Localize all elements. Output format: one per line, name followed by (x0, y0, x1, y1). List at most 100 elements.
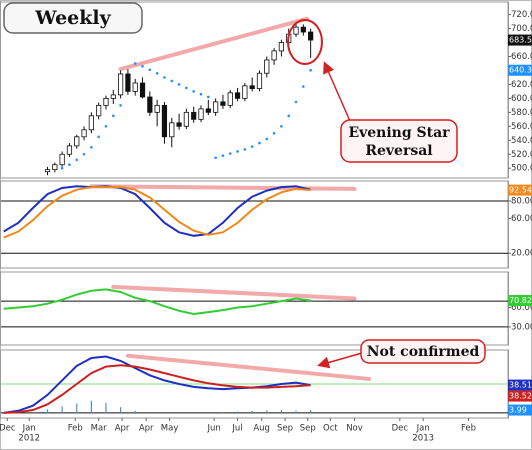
histogram-bar (266, 410, 268, 413)
value-tag-label: 38.51 (509, 381, 532, 390)
candle-body (139, 82, 146, 98)
sar-dot (155, 71, 159, 75)
candle-body (118, 73, 124, 96)
sar-dot (265, 137, 269, 141)
candle-body (213, 101, 219, 113)
callout-text: Not confirmed (367, 344, 480, 360)
sar-dot (214, 156, 217, 160)
x-tick-label: Jun (207, 424, 221, 434)
histogram-bar (280, 410, 283, 413)
callout-text: Evening Star (348, 125, 450, 141)
candle-body (183, 111, 189, 127)
indicator-line (3, 185, 311, 237)
y-tick-label: 700.00 (511, 24, 532, 34)
sar-dot (294, 100, 298, 104)
y-tick-label: 30.00 (511, 322, 532, 332)
candle-body (147, 96, 153, 113)
x-tick-label: Mar (91, 424, 108, 434)
x-tick-label: Jul (231, 424, 242, 434)
sar-dot (68, 163, 71, 167)
indicator-line (3, 364, 311, 414)
candle-body (242, 85, 248, 99)
candle-body (74, 136, 80, 147)
year-label: 2012 (18, 434, 40, 444)
indicator-line (3, 288, 311, 316)
value-tag (508, 390, 532, 402)
histogram-bar (90, 400, 92, 413)
histogram-bar (251, 410, 253, 413)
candle-body (234, 92, 241, 99)
value-tag (508, 295, 532, 307)
sar-dot (97, 135, 100, 139)
sar-dot (133, 62, 137, 65)
candle-body (110, 94, 116, 99)
candle-body (96, 104, 102, 117)
y-tick-label: 20.00 (511, 249, 532, 259)
candle-body (44, 169, 51, 173)
highlight-circle (287, 19, 323, 65)
x-tick-label: Apr (139, 424, 154, 434)
sar-dot (243, 148, 247, 151)
value-tag-label: 683.50 (509, 36, 532, 45)
histogram-bar (61, 406, 63, 413)
y-tick-label: 80.00 (511, 197, 532, 207)
trendline (89, 184, 357, 191)
value-tag-label: 640.31 (509, 66, 532, 75)
candle-body (66, 145, 73, 155)
candle-body (103, 97, 109, 106)
value-tag (508, 184, 532, 196)
histogram-bar (120, 407, 122, 413)
value-tag-label: 70.82 (509, 296, 532, 305)
x-tick-label: Oct (323, 424, 338, 434)
sar-dot (111, 114, 115, 118)
x-tick-label: Aug (253, 424, 270, 434)
candle-body (88, 115, 94, 131)
y-tick-label: 560.00 (511, 122, 532, 132)
candle-body (125, 73, 131, 92)
sar-dot (309, 68, 312, 72)
candle-body (300, 26, 306, 33)
candle-body (278, 42, 285, 52)
candle-body (205, 108, 211, 113)
y-tick-label: 580.00 (511, 108, 532, 118)
trendline (118, 16, 309, 72)
candle-body (169, 122, 175, 138)
title: Weekly (34, 7, 111, 29)
sar-dot (287, 114, 291, 118)
x-tick-label: Sep (277, 424, 293, 434)
candle-body (198, 108, 204, 120)
candle-body (176, 122, 182, 127)
x-tick-label: Sep (300, 424, 316, 434)
sar-dot (75, 158, 79, 162)
value-tag-label: 3.99 (509, 406, 527, 415)
candle-body (59, 153, 65, 166)
value-tag (508, 379, 532, 391)
histogram-bar (46, 409, 49, 413)
y-tick-label: 660.00 (511, 52, 532, 62)
y-tick-label: 60.00 (511, 214, 532, 224)
sar-dot (207, 95, 210, 99)
histogram-bar (105, 402, 107, 413)
histogram-bar (222, 412, 224, 413)
candle-body (308, 31, 314, 41)
sar-dot (280, 125, 283, 128)
x-tick-label: Dec (0, 424, 16, 434)
sar-dot (272, 132, 276, 135)
panel (0, 271, 509, 346)
x-tick-label: Apr (115, 424, 130, 434)
trendline (111, 284, 357, 301)
sar-dot (104, 125, 108, 128)
candle-body (293, 26, 299, 35)
sar-dot (192, 90, 195, 93)
y-tick-label: 60.00 (511, 303, 532, 313)
sar-dot (236, 150, 239, 153)
candle-body (132, 82, 138, 92)
sar-dot (141, 64, 144, 68)
histogram-bar (236, 411, 239, 413)
sar-dot (199, 92, 203, 96)
sar-dot (170, 79, 174, 83)
sar-dot (82, 152, 86, 156)
sar-dot (60, 166, 64, 170)
candle-body (52, 164, 58, 171)
